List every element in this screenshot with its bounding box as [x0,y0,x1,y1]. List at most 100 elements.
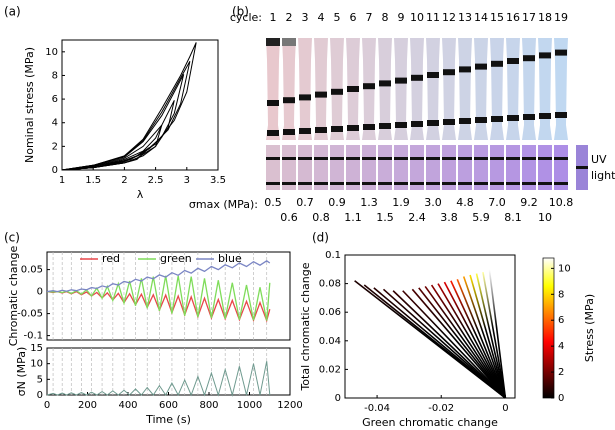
band [379,123,391,129]
x-tick-label: 1200 [277,400,302,411]
strip-top [410,38,424,140]
strip-bottom [522,145,536,190]
strip-top [378,38,392,140]
band [490,157,504,160]
y-tick-label: 15 [30,343,43,354]
strip-top [474,38,488,140]
band [378,182,392,185]
band [299,94,311,101]
band [346,157,360,160]
band [523,114,535,120]
strip-top [522,38,536,140]
legend-label: red [102,252,120,265]
cycle-label: cycle: [230,11,262,24]
y-tick-label: 4 [52,118,58,129]
band [459,118,471,124]
colorbar-tick-label: 8 [558,289,564,300]
cycle-number: 5 [334,11,341,24]
cycle-number: 3 [302,11,309,24]
strip-bottom [474,145,488,190]
y-tick-label: 0.02 [319,364,341,375]
band [283,97,295,104]
colorbar-tick-label: 4 [558,341,564,352]
strip-bottom [378,145,392,190]
y-tick-label: -0.05 [17,309,43,320]
y-tick-label: 0.06 [319,307,341,318]
hysteresis-loop [61,100,175,171]
y-tick-label: 0 [52,165,58,176]
strip-bottom [538,145,552,190]
cycle-number: 1 [270,11,277,24]
band [298,157,312,160]
sigma-max: 2.4 [408,211,426,224]
band [331,88,343,95]
sigma-max: 9.2 [520,196,538,209]
band [330,182,344,185]
band [539,52,551,59]
sigma-label: σmax (MPa): [189,198,258,211]
x-tick-label: 3.5 [210,175,226,186]
cycle-number: 10 [410,11,424,24]
strip-bottom [458,145,472,190]
band [554,182,568,185]
band [315,127,327,133]
band [442,182,456,185]
y-tick-label: 10 [45,47,58,58]
strip-top [394,38,408,140]
sigma-max: 1.3 [360,196,378,209]
band [475,63,487,70]
x-tick-label: 1000 [237,400,262,411]
band [426,157,440,160]
plot-area [46,347,291,396]
band [474,182,488,185]
fan-line [450,280,507,399]
band [298,182,312,185]
band [506,157,520,160]
series-line [46,275,271,321]
strip-bottom [282,145,296,190]
panel-label: (d) [312,231,329,245]
fan-line [392,290,506,399]
y-axis-label: σN (MPa) [15,347,28,397]
sigma-max: 0.5 [264,196,282,209]
band [491,60,503,67]
band [576,166,588,169]
fan-line [424,285,507,399]
y-tick-label: 0 [37,287,43,298]
sigma-max: 7.0 [488,196,506,209]
band [314,157,328,160]
x-tick-label: 2.5 [148,175,164,186]
fan-line [418,287,507,399]
cycle-number: 4 [318,11,325,24]
y-tick-label: 8 [52,70,58,81]
band [395,77,407,84]
band [363,124,375,130]
grip [282,38,296,46]
hysteresis-loop [61,61,191,171]
strip-bottom [314,145,328,190]
band [363,83,375,90]
x-tick-label: 200 [78,400,97,411]
x-tick-label: 800 [199,400,218,411]
x-axis-label: λ [137,188,144,201]
band [522,182,536,185]
strip-top [266,38,280,140]
legend-label: blue [218,252,242,265]
band [458,157,472,160]
band [427,120,439,126]
fan-line [411,288,506,399]
strip-top [426,38,440,140]
series-line [46,361,271,397]
strip-bottom [330,145,344,190]
strip-bottom [266,145,280,190]
cycle-number: 14 [474,11,488,24]
strip-bottom [442,145,456,190]
grip [266,38,280,46]
band [299,128,311,134]
x-tick-label: 0 [44,400,50,411]
colorbar [542,257,555,399]
y-tick-label: 0.04 [319,336,341,347]
band [362,182,376,185]
x-tick-label: -0.02 [428,403,454,414]
